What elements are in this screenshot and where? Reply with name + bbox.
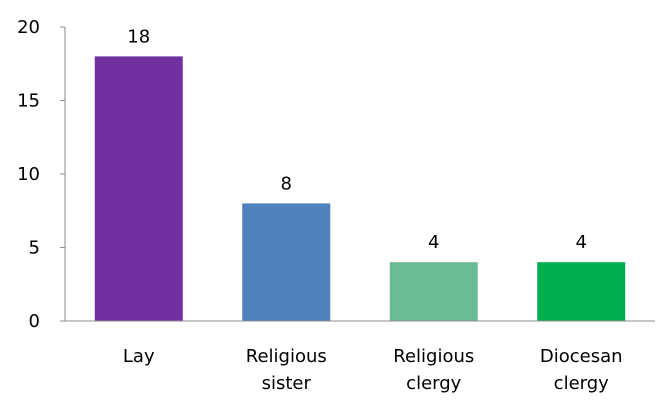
category-label: Lay — [123, 346, 155, 367]
y-tick-label: 15 — [17, 91, 40, 112]
category-label: clergy — [406, 373, 461, 394]
data-labels: 18 8 4 4 — [127, 26, 587, 253]
category-label: Religious — [246, 346, 327, 367]
y-axis-ticks: 0 5 10 15 20 — [17, 17, 65, 332]
category-label: Diocesan — [540, 346, 623, 367]
bar — [242, 203, 331, 321]
y-tick-label: 20 — [17, 17, 40, 38]
category-label: Religious — [393, 346, 474, 367]
y-tick-label: 10 — [17, 164, 40, 185]
category-label: sister — [262, 373, 312, 394]
y-tick-label: 5 — [29, 238, 40, 259]
category-labels: Lay Religious sister Religious clergy Diocesa… — [123, 346, 623, 394]
bar-value-label: 8 — [281, 173, 292, 194]
bar-value-label: 4 — [428, 232, 439, 253]
y-tick-label: 0 — [29, 311, 40, 332]
bar-value-label: 4 — [576, 232, 587, 253]
bar — [94, 56, 183, 322]
bar-value-label: 18 — [127, 26, 150, 47]
category-label: clergy — [554, 373, 609, 394]
bar — [537, 262, 626, 321]
bars — [94, 56, 626, 322]
bar — [389, 262, 478, 321]
